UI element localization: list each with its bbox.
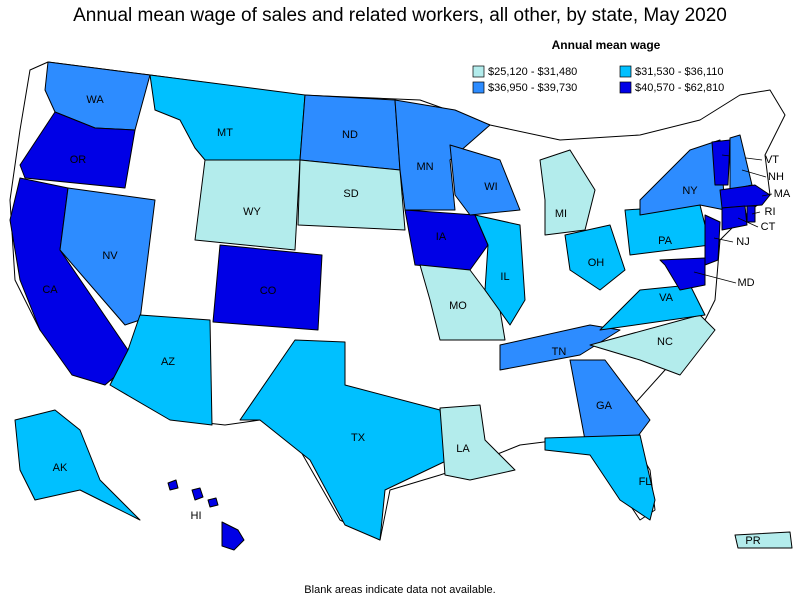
leader-line: [761, 193, 773, 197]
state-label: MO: [449, 300, 467, 312]
leader-line: [741, 169, 767, 178]
footnote: Blank areas indicate data not available.: [304, 584, 495, 596]
state-label: MA: [774, 188, 791, 200]
state-label: PA: [658, 235, 673, 247]
state-label: MT: [217, 127, 233, 139]
map-title: Annual mean wage of sales and related wo…: [73, 5, 727, 26]
state-label: OH: [588, 257, 605, 269]
state-label: IL: [500, 271, 509, 283]
legend-swatch: [619, 81, 632, 94]
legend-swatch: [472, 81, 485, 94]
state-shape: [569, 359, 651, 441]
leader-line: [693, 271, 737, 284]
state-label: WY: [243, 206, 261, 218]
state-shape: [734, 531, 793, 549]
state-label: AK: [53, 462, 68, 474]
state-shape: [449, 144, 521, 216]
state-label: VA: [659, 292, 674, 304]
state-shape: [544, 434, 656, 521]
legend-swatch: [619, 65, 632, 78]
state-shape: [239, 339, 449, 541]
state-label: ND: [342, 129, 358, 141]
legend-label: $25,120 - $31,480: [488, 66, 577, 78]
state-shape: [109, 314, 213, 426]
state-shape: [659, 257, 706, 291]
state-label: MD: [737, 277, 754, 289]
state-label: NV: [102, 250, 118, 262]
state-label: RI: [765, 206, 776, 218]
state-label: NH: [768, 171, 784, 183]
state-shape: [14, 409, 141, 521]
state-shape: [212, 244, 323, 331]
state-shape: [589, 314, 716, 376]
state-shape: [721, 205, 748, 231]
state-label: PR: [745, 535, 760, 547]
state-label: LA: [456, 443, 470, 455]
leader-line: [713, 237, 734, 243]
state-label: OR: [70, 154, 87, 166]
state-shape: [564, 224, 626, 291]
legend-label: $31,530 - $36,110: [635, 66, 723, 78]
state-shape: [19, 111, 136, 189]
state-label: WI: [484, 181, 497, 193]
state-label: NJ: [736, 236, 749, 248]
state-shape: [297, 159, 406, 231]
state-shape: [439, 404, 516, 481]
state-label: CA: [42, 284, 58, 296]
state-shape: [539, 149, 596, 236]
state-shape: [194, 159, 301, 251]
state-label: WA: [86, 94, 104, 106]
state-label: IA: [436, 231, 447, 243]
state-shape: [711, 139, 731, 186]
state-shape: [221, 521, 245, 551]
legend-title: Annual mean wage: [552, 38, 661, 52]
state-label: TN: [552, 346, 567, 358]
state-shape: [191, 487, 204, 501]
state-shape: [394, 99, 491, 211]
state-shape: [419, 264, 506, 341]
state-label: MI: [555, 208, 567, 220]
state-shape: [207, 497, 219, 508]
state-label: TX: [351, 432, 366, 444]
state-label: NC: [657, 336, 673, 348]
state-label: CO: [260, 285, 277, 297]
state-shape: [719, 184, 771, 209]
state-shape: [746, 205, 756, 223]
state-label: AZ: [161, 356, 175, 368]
legend-label: $36,950 - $39,730: [488, 82, 577, 94]
state-label: CT: [761, 221, 776, 233]
state-shape: [474, 214, 526, 326]
legend-swatch: [472, 65, 485, 78]
state-label: GA: [596, 400, 613, 412]
legend-label: $40,570 - $62,810: [635, 82, 724, 94]
state-shape: [167, 479, 179, 491]
state-shape: [404, 209, 489, 271]
leader-line: [737, 217, 759, 228]
state-label: NY: [682, 185, 698, 197]
state-label: VT: [765, 154, 779, 166]
state-label: MN: [416, 161, 433, 173]
leader-line: [751, 211, 761, 215]
state-label: SD: [343, 188, 358, 200]
state-shape: [59, 187, 156, 326]
state-shape: [704, 214, 721, 266]
state-label: HI: [191, 510, 202, 522]
state-label: FL: [639, 476, 652, 488]
